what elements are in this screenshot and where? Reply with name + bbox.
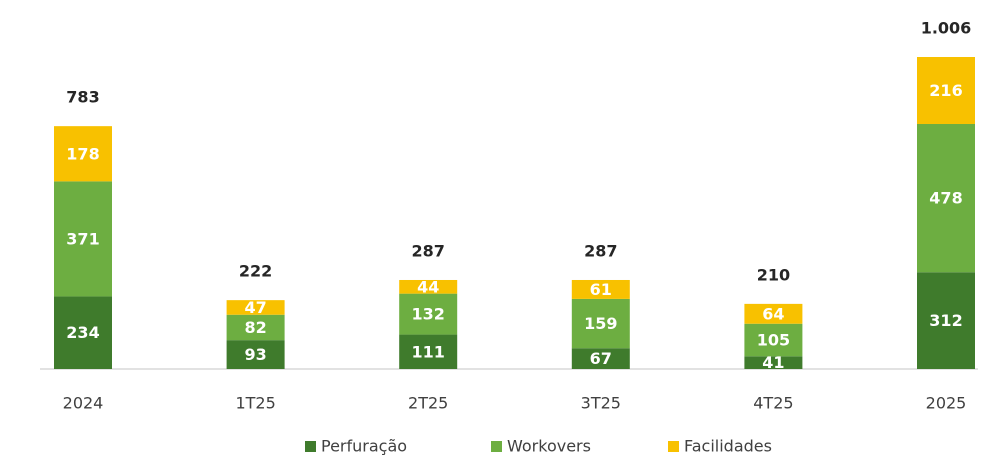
segment-label: 61 bbox=[590, 280, 612, 299]
bar-segment bbox=[571, 279, 630, 299]
segment-label: 132 bbox=[411, 305, 444, 324]
legend-label: Facilidades bbox=[684, 437, 772, 456]
segment-label: 216 bbox=[929, 81, 962, 100]
total-label: 222 bbox=[239, 262, 272, 281]
legend-swatch bbox=[491, 441, 502, 452]
bar-segment bbox=[54, 126, 112, 182]
x-tick-label: 1T25 bbox=[235, 394, 275, 413]
bar-segment bbox=[399, 293, 458, 335]
segment-label: 44 bbox=[417, 277, 439, 296]
bar-segment bbox=[54, 181, 112, 297]
legend-swatch bbox=[668, 441, 679, 452]
segment-label: 312 bbox=[929, 311, 962, 330]
segment-label: 234 bbox=[66, 323, 99, 342]
segment-label: 47 bbox=[244, 298, 266, 317]
bar-segment bbox=[226, 340, 285, 369]
legend-label: Workovers bbox=[507, 437, 591, 456]
segment-label: 159 bbox=[584, 314, 617, 333]
x-tick-label: 2025 bbox=[926, 394, 967, 413]
bar-segment bbox=[571, 348, 630, 369]
bar-segment bbox=[226, 300, 285, 315]
bar-segment bbox=[917, 123, 975, 273]
segment-label: 371 bbox=[66, 229, 99, 248]
segment-label: 178 bbox=[66, 144, 99, 163]
legend-label: Perfuração bbox=[321, 437, 407, 456]
total-label: 1.006 bbox=[921, 19, 972, 38]
segment-label: 93 bbox=[244, 345, 266, 364]
bar-segment bbox=[744, 323, 803, 357]
bar-segment bbox=[571, 298, 630, 349]
segment-label: 64 bbox=[762, 304, 784, 323]
x-tick-label: 4T25 bbox=[753, 394, 793, 413]
total-label: 287 bbox=[584, 241, 617, 260]
bar-segment bbox=[744, 303, 803, 324]
segment-label: 111 bbox=[411, 342, 444, 361]
segment-label: 478 bbox=[929, 189, 962, 208]
bar-segment bbox=[744, 356, 803, 369]
bar-segment bbox=[399, 334, 458, 369]
bar-segment bbox=[917, 57, 975, 124]
bar-segment bbox=[226, 314, 285, 341]
x-tick-label: 2024 bbox=[63, 394, 104, 413]
bar-segment bbox=[399, 279, 458, 294]
segment-label: 67 bbox=[590, 349, 612, 368]
x-tick-label: 2T25 bbox=[408, 394, 448, 413]
bar-segment bbox=[54, 296, 112, 369]
segment-label: 82 bbox=[244, 318, 266, 337]
x-tick-label: 3T25 bbox=[581, 394, 621, 413]
bar-segment bbox=[917, 272, 975, 369]
segment-label: 41 bbox=[762, 353, 784, 372]
segment-label: 105 bbox=[757, 331, 790, 350]
total-label: 287 bbox=[411, 241, 444, 260]
total-label: 783 bbox=[66, 88, 99, 107]
legend-swatch bbox=[305, 441, 316, 452]
total-label: 210 bbox=[757, 265, 790, 284]
